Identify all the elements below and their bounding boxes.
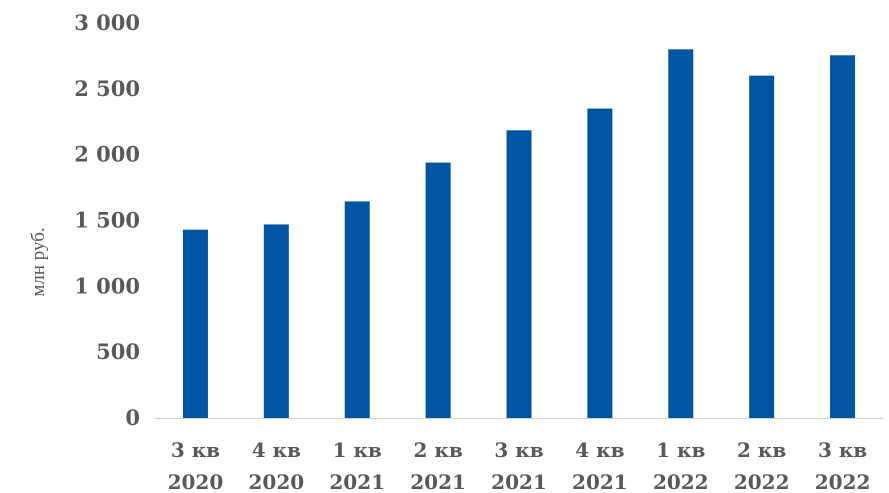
- bar: [506, 130, 532, 418]
- y-tick-labels: 0 500 1 000 1 500 2 000 2 500 3 000: [74, 10, 140, 430]
- x-category-label: 2022: [815, 470, 871, 493]
- x-category-label: 2022: [653, 470, 709, 493]
- y-tick-label: 3 000: [74, 10, 140, 35]
- x-category-label: 1 кв: [333, 438, 382, 462]
- bar: [668, 49, 694, 418]
- x-category-label: 2021: [329, 470, 385, 493]
- x-category-label: 2020: [248, 470, 304, 493]
- bar: [263, 224, 289, 418]
- y-tick-label: 2 500: [74, 76, 140, 101]
- y-tick-label: 500: [96, 339, 140, 364]
- x-category-label: 1 кв: [656, 438, 705, 462]
- bar: [344, 201, 370, 418]
- bar: [425, 162, 451, 418]
- x-category-label: 4 кв: [575, 438, 624, 462]
- bars: [182, 49, 856, 419]
- x-category-label: 3 кв: [494, 438, 543, 462]
- x-category-label: 3 кв: [171, 438, 220, 462]
- x-category-label: 2020: [168, 470, 224, 493]
- bar: [587, 108, 613, 418]
- x-category-label: 2 кв: [737, 438, 786, 462]
- y-tick-label: 1 000: [74, 273, 140, 298]
- x-category-label: 3 кв: [818, 438, 867, 462]
- x-category-label: 2021: [491, 470, 547, 493]
- y-tick-label: 0: [125, 405, 140, 430]
- x-category-label: 2021: [572, 470, 628, 493]
- x-category-label: 2 кв: [414, 438, 463, 462]
- x-category-label: 2021: [410, 470, 466, 493]
- y-tick-label: 1 500: [74, 208, 140, 233]
- y-axis-label: млн руб.: [28, 227, 49, 296]
- y-tick-label: 2 000: [74, 142, 140, 167]
- bar: [182, 229, 208, 418]
- x-category-label: 2022: [734, 470, 790, 493]
- bar: [830, 55, 856, 419]
- x-category-label: 4 кв: [252, 438, 301, 462]
- bar: [749, 75, 775, 419]
- x-category-labels: 3 кв 2020 4 кв 2020 1 кв 2021 2 кв 2021 3 кв 2021…: [168, 438, 871, 493]
